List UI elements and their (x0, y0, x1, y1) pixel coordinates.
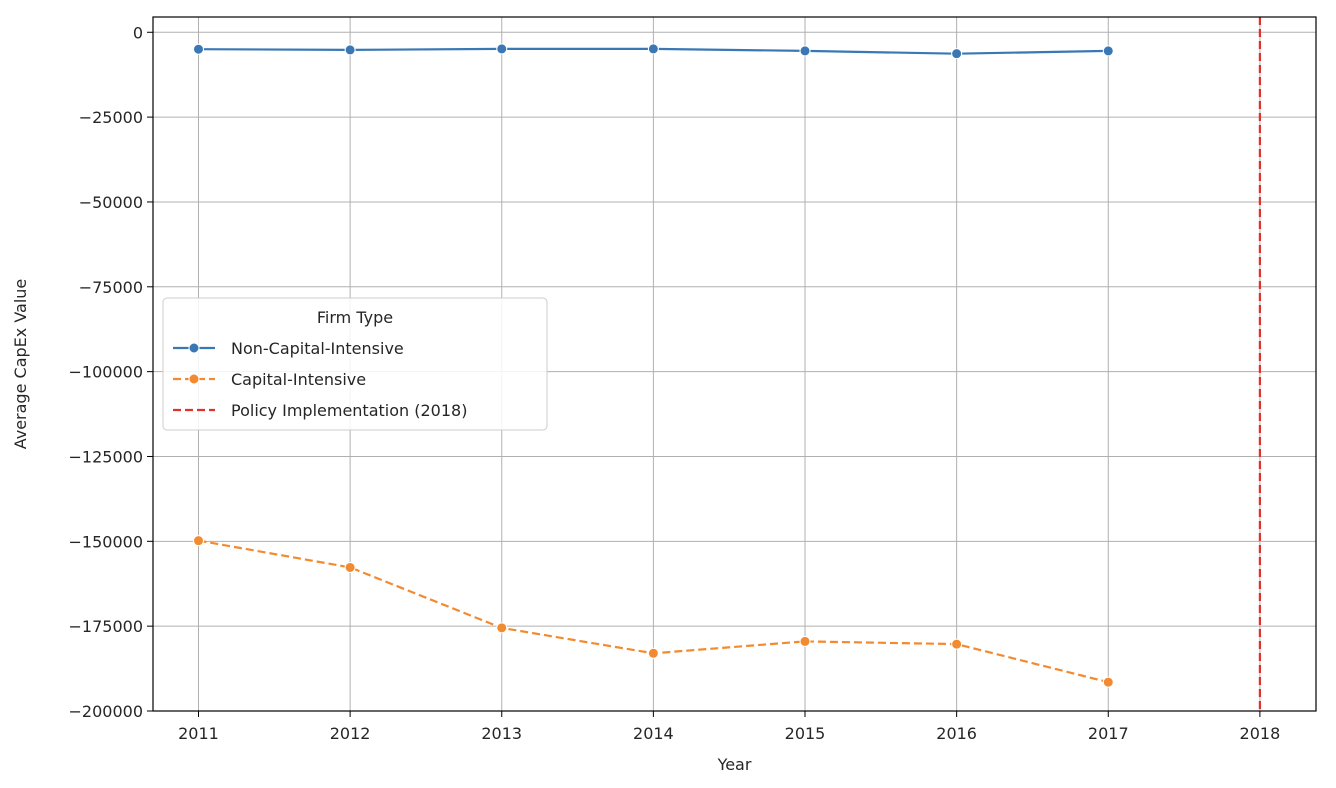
x-tick-label: 2015 (785, 724, 826, 743)
y-tick-label: −100000 (69, 363, 143, 382)
data-point (951, 638, 963, 650)
x-tick-label: 2014 (633, 724, 674, 743)
x-tick-label: 2016 (936, 724, 977, 743)
legend-box (162, 297, 548, 431)
data-point (192, 43, 204, 55)
x-tick-label: 2012 (330, 724, 371, 743)
y-tick-label: −150000 (69, 532, 143, 551)
legend-label: Capital-Intensive (231, 370, 366, 389)
data-point (799, 45, 811, 57)
legend-items: Non-Capital-Intensive Capital-Intensive Po… (173, 339, 467, 420)
series-capital-intensive (192, 535, 1114, 688)
y-tick-label: −175000 (69, 617, 143, 636)
data-point (1102, 45, 1114, 57)
y-axis-label: Average CapEx Value (11, 279, 30, 450)
plot-frame (152, 16, 1317, 712)
series-layer (192, 43, 1114, 688)
y-tick-label: 0 (133, 23, 143, 42)
data-point (344, 561, 356, 573)
y-tick-label: −200000 (69, 702, 143, 721)
data-point (496, 43, 508, 55)
legend-title: Firm Type (317, 308, 393, 327)
x-axis-label: Year (717, 755, 752, 774)
data-point (647, 647, 659, 659)
x-tick-label: 2018 (1240, 724, 1281, 743)
y-tick-label: −125000 (69, 447, 143, 466)
legend-swatch-marker (188, 373, 200, 385)
x-tick-label: 2011 (178, 724, 219, 743)
data-point (1102, 676, 1114, 688)
x-tick-label: 2013 (481, 724, 522, 743)
legend-swatch-marker (188, 342, 200, 354)
legend: Firm Type Non-Capital-Intensive Capital-I… (162, 297, 548, 431)
data-point (951, 48, 963, 60)
y-tick-label: −50000 (79, 193, 143, 212)
legend-label: Policy Implementation (2018) (231, 401, 467, 420)
data-point (192, 535, 204, 547)
data-point (799, 635, 811, 647)
data-point (496, 622, 508, 634)
y-tick-label: −25000 (79, 108, 143, 127)
y-tick-label: −75000 (79, 278, 143, 297)
legend-label: Non-Capital-Intensive (231, 339, 404, 358)
x-tick-label: 2017 (1088, 724, 1129, 743)
data-point (647, 43, 659, 55)
ticks: 2011 2012 2013 2014 2015 2016 2017 2018 0 −25000 −… (69, 23, 1281, 743)
series-non-capital-intensive (192, 43, 1114, 60)
data-point (344, 44, 356, 56)
